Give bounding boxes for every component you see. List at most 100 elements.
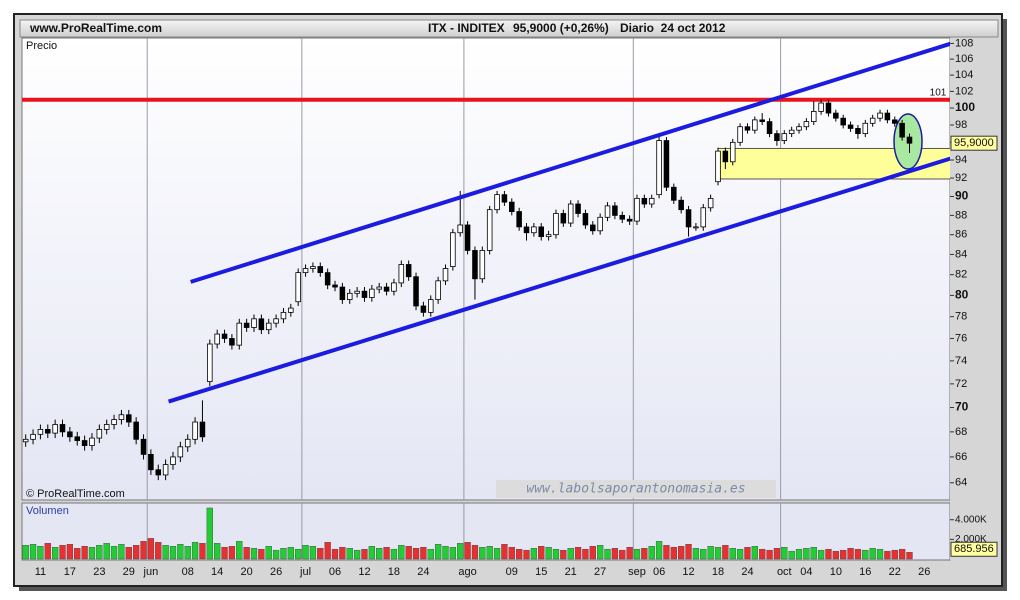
volume-bar (442, 546, 449, 560)
x-tick-label: 12 (358, 566, 370, 578)
volume-bar (376, 548, 383, 560)
volume-bar (781, 547, 788, 560)
candle-body (781, 133, 788, 141)
candle-body (221, 333, 228, 339)
candle-body (877, 112, 883, 119)
candle-body (700, 207, 707, 228)
volume-bar (744, 547, 751, 560)
candle-body (619, 214, 626, 220)
volume-bar (582, 548, 589, 560)
y-tick-label: 94 (955, 154, 967, 166)
candle-body (361, 290, 368, 298)
candle-body (162, 464, 169, 476)
candle-body (715, 150, 721, 183)
candle-body (840, 117, 846, 126)
candle-body (634, 197, 640, 222)
x-tick-label: 12 (682, 566, 694, 578)
y-tick-label: 4.000K (955, 514, 987, 525)
volume-bar (420, 547, 427, 560)
volume-bar (530, 548, 538, 560)
candle-body (214, 333, 220, 345)
candle-body (803, 121, 810, 128)
volume-bar (44, 543, 51, 560)
volume-bar (250, 548, 258, 560)
candle-body (707, 197, 714, 209)
ticker: ITX - INDITEX (428, 21, 505, 35)
candle-body (847, 124, 854, 129)
x-tick-label: 26 (270, 566, 282, 578)
header-bar (19, 19, 999, 38)
volume-bar (22, 545, 29, 560)
volume-bar (597, 545, 604, 560)
x-tick-label: 24 (741, 566, 753, 578)
y-tick-label: 108 (955, 37, 973, 49)
x-tick-label: 29 (123, 566, 135, 578)
candle-body (170, 456, 176, 465)
candle-body (752, 119, 758, 131)
volume-bar (457, 543, 464, 560)
candle-body (766, 121, 773, 135)
candle-body (295, 272, 301, 303)
candle-body (67, 431, 73, 438)
volume-bar (309, 546, 317, 560)
right-axis-area (950, 38, 1000, 560)
volume-bar (560, 549, 567, 560)
candle-body (45, 428, 51, 434)
candle-body (243, 322, 250, 328)
volume-bar (37, 546, 44, 560)
y-tick-label: 82 (955, 269, 967, 281)
volume-bar (324, 542, 331, 560)
candle-body (126, 414, 132, 423)
candle-body (648, 197, 655, 205)
y-tick-label: 84 (955, 248, 967, 260)
candle-body (398, 264, 405, 284)
candle-body (207, 343, 213, 382)
volume-bar (685, 544, 692, 560)
candle-body (501, 194, 508, 203)
price-plot (22, 38, 950, 500)
x-tick-label: jul (299, 566, 311, 578)
y-tick-label: 78 (955, 311, 967, 323)
volume-bar (714, 547, 722, 560)
volume-bar (272, 549, 280, 560)
y-tick-label: 104 (955, 69, 973, 81)
volume-bar (479, 547, 486, 560)
volume-bar (206, 507, 213, 560)
volume-bar (317, 548, 324, 560)
y-tick-label: 70 (955, 400, 969, 414)
volume-bar (906, 552, 913, 560)
x-tick-label: sep (628, 566, 646, 578)
candle-body (52, 424, 58, 434)
last-price-label: 95,9000 (954, 137, 994, 149)
x-tick-label: 26 (918, 566, 930, 578)
volume-bar (88, 547, 96, 560)
volume-bar (862, 549, 869, 560)
candle-body (788, 129, 795, 135)
volume-bar (29, 544, 37, 560)
volume-bar (648, 546, 655, 560)
volume-bar (854, 548, 862, 560)
volume-bar (641, 548, 648, 560)
volume-bar (177, 544, 184, 560)
volume-bar (81, 546, 88, 560)
candle-body (575, 203, 581, 214)
candle-body (612, 205, 618, 216)
volume-bar (199, 543, 206, 560)
candle-body (428, 299, 434, 313)
candle-body (567, 203, 574, 224)
volume-bar (493, 548, 501, 560)
candle-body (604, 205, 611, 218)
candle-body (89, 437, 95, 446)
candle-body (251, 318, 257, 328)
volume-bar (471, 545, 479, 560)
volume-bar (869, 548, 876, 560)
volume-bar (133, 545, 140, 560)
volume-bar (538, 546, 545, 560)
candle-body (722, 150, 729, 163)
candle-body (376, 286, 382, 290)
site-name: www.ProRealTime.com (29, 21, 162, 35)
candle-body (538, 226, 544, 238)
candle-body (464, 224, 471, 251)
candle-body (81, 440, 88, 446)
